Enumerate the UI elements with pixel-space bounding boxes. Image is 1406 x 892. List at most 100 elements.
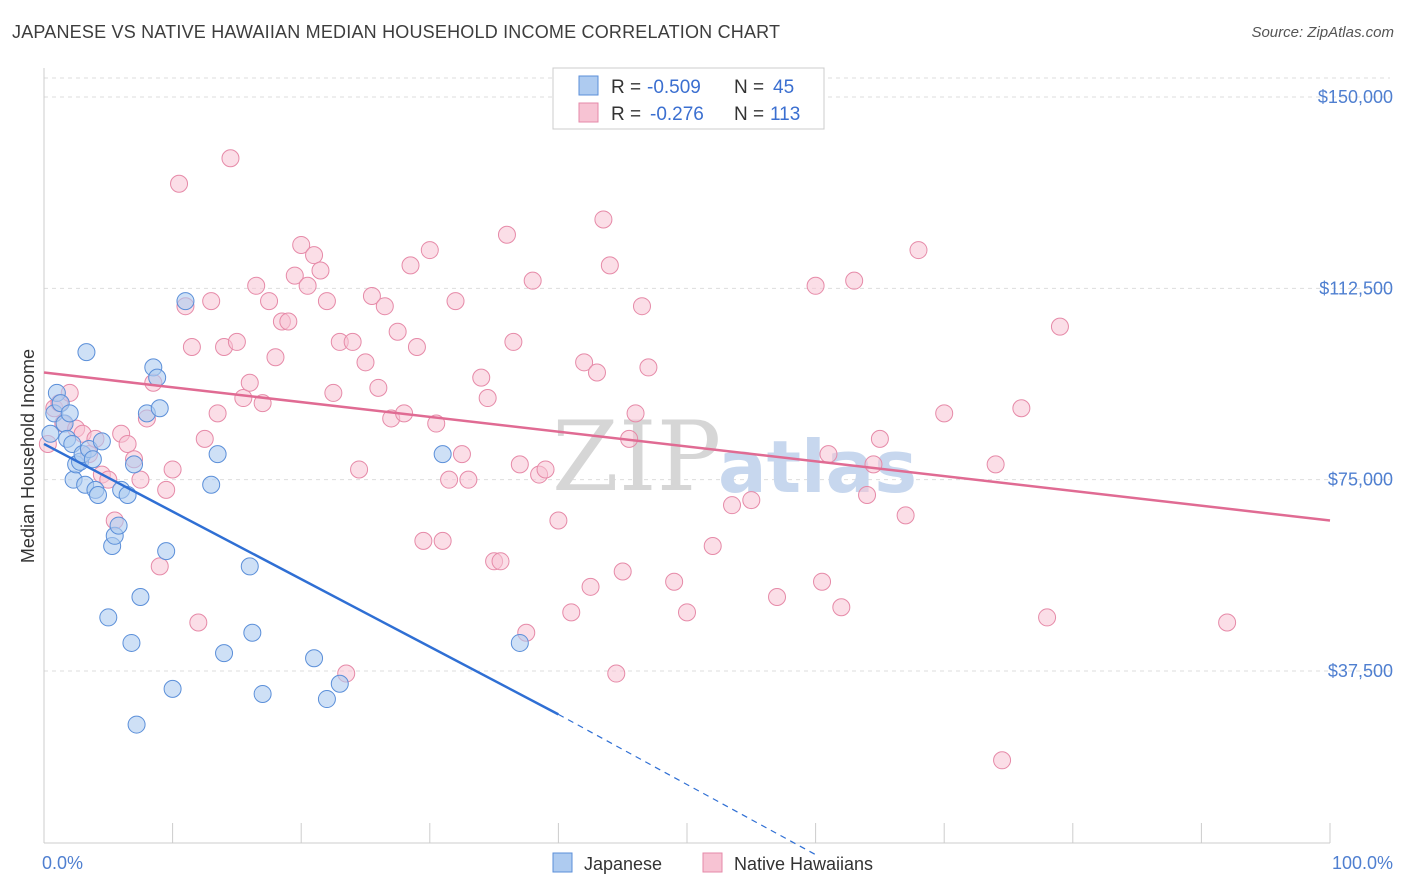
hawaiian-point-78 <box>549 511 568 530</box>
hawaiian-point-25 <box>195 429 214 448</box>
hawaiian-point-100 <box>832 598 851 617</box>
hawaiian-point-63 <box>440 470 459 489</box>
hawaiian-point-111 <box>1038 608 1057 627</box>
hawaiian-point-94 <box>723 496 742 515</box>
hawaiian-point-33 <box>247 276 266 295</box>
legend-n-value-hawaiian: 113 <box>770 104 800 125</box>
japanese-point-14 <box>83 450 102 469</box>
legend-swatch-hawaiian <box>578 102 599 123</box>
chart-source: Source: ZipAtlas.com <box>1251 24 1394 41</box>
japanese-point-30 <box>148 368 167 387</box>
hawaiian-point-102 <box>858 485 877 504</box>
japanese-point-40 <box>253 684 272 703</box>
axes <box>43 68 1331 844</box>
hawaiian-point-41 <box>298 276 317 295</box>
hawaiian-point-108 <box>986 455 1005 474</box>
hawaiian-point-21 <box>170 174 189 193</box>
hawaiian-point-92 <box>678 603 696 622</box>
japanese-point-0 <box>41 424 60 443</box>
hawaiian-point-39 <box>285 266 304 285</box>
trend-line-japanese-extension <box>558 713 816 856</box>
japanese-point-24 <box>122 633 141 652</box>
bottom-legend-label-japanese: Japanese <box>584 854 662 874</box>
hawaiian-point-72 <box>504 332 523 351</box>
japanese-point-41 <box>305 649 324 668</box>
hawaiian-point-60 <box>420 241 439 260</box>
legend-r-value-japanese: -0.509 <box>647 77 701 98</box>
legend-r-label-japanese: R = <box>611 77 641 98</box>
hawaiian-point-19 <box>157 480 176 499</box>
hawaiian-point-40 <box>292 235 311 254</box>
hawaiian-point-68 <box>478 389 497 408</box>
hawaiian-point-32 <box>240 373 259 392</box>
hawaiian-point-35 <box>260 292 279 311</box>
y-tick-label-112500: $112,500 <box>1319 278 1393 298</box>
hawaiian-point-84 <box>600 256 619 275</box>
hawaiian-point-64 <box>446 292 465 311</box>
japanese-point-37 <box>215 644 234 663</box>
hawaiian-point-77 <box>536 460 555 479</box>
japanese-point-18 <box>99 608 118 627</box>
hawaiian-point-36 <box>266 348 285 367</box>
gridlines <box>44 77 1390 672</box>
hawaiian-point-48 <box>343 332 362 351</box>
japanese-point-38 <box>240 557 259 576</box>
hawaiian-point-65 <box>452 445 471 464</box>
hawaiian-point-31 <box>234 389 253 408</box>
hawaiian-point-75 <box>523 271 542 290</box>
hawaiian-point-30 <box>227 332 246 351</box>
hawaiian-point-29 <box>221 149 240 168</box>
trend-line-japanese <box>43 442 559 716</box>
japanese-point-46 <box>77 343 96 362</box>
hawaiian-point-38 <box>279 312 298 331</box>
hawaiian-point-113 <box>1218 613 1237 632</box>
hawaiian-point-81 <box>581 577 600 596</box>
hawaiian-point-53 <box>375 297 394 316</box>
hawaiian-point-67 <box>472 368 491 387</box>
hawaiian-point-110 <box>1012 399 1031 418</box>
hawaiian-point-71 <box>497 225 516 244</box>
series-native-hawaiians <box>38 149 1237 770</box>
hawaiian-point-66 <box>459 470 478 489</box>
hawaiian-point-109 <box>993 751 1012 770</box>
correlation-legend: R = -0.509 N = 45 R = -0.276 N = 113 <box>552 67 825 130</box>
bottom-legend-swatch-hawaiian <box>702 852 723 873</box>
hawaiian-point-23 <box>182 338 201 357</box>
y-tick-label-37500: $37,500 <box>1328 661 1393 681</box>
hawaiian-point-43 <box>311 261 330 280</box>
hawaiian-point-112 <box>1050 317 1069 336</box>
japanese-point-43 <box>330 674 349 693</box>
legend-r-label-hawaiian: R = <box>611 104 641 125</box>
hawaiian-point-52 <box>369 378 388 397</box>
hawaiian-point-99 <box>819 445 838 464</box>
hawaiian-point-24 <box>189 613 208 632</box>
japanese-point-42 <box>317 690 336 709</box>
hawaiian-point-79 <box>562 603 581 622</box>
legend-n-value-japanese: 45 <box>773 77 794 98</box>
hawaiian-point-86 <box>613 562 632 581</box>
series-legend: Japanese Native Hawaiians <box>552 852 873 874</box>
y-tick-label-75000: $75,000 <box>1328 470 1393 490</box>
bottom-legend-swatch-japanese <box>552 852 573 873</box>
hawaiian-point-82 <box>587 363 606 382</box>
legend-n-label-japanese: N = <box>734 77 764 98</box>
japanese-point-32 <box>157 542 176 561</box>
hawaiian-point-62 <box>433 531 452 550</box>
y-axis-label: Median Household Income <box>18 349 38 563</box>
japanese-point-6 <box>60 404 79 423</box>
hawaiian-point-91 <box>665 572 684 591</box>
y-tick-label-150000: $150,000 <box>1318 87 1393 107</box>
hawaiian-point-104 <box>870 429 889 448</box>
hawaiian-point-85 <box>607 664 626 683</box>
hawaiian-point-58 <box>407 338 426 357</box>
hawaiian-point-55 <box>388 322 407 341</box>
hawaiian-point-50 <box>356 353 375 372</box>
hawaiian-point-26 <box>202 292 221 311</box>
hawaiian-point-107 <box>935 404 954 423</box>
hawaiian-point-90 <box>639 358 658 377</box>
hawaiian-point-97 <box>806 276 825 295</box>
hawaiian-point-20 <box>163 460 182 479</box>
hawaiian-point-106 <box>909 241 928 260</box>
legend-r-value-hawaiian: -0.276 <box>650 104 704 125</box>
japanese-point-35 <box>202 475 221 494</box>
